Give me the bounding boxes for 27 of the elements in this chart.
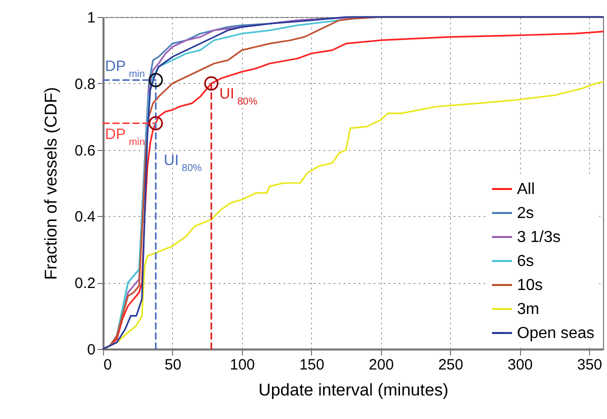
x-tick-label: 300 [508,356,533,374]
x-tick-label: 150 [299,356,324,374]
x-tick-label: 100 [230,356,255,374]
legend-label: 3m [517,301,540,318]
y-tick-label: 0.6 [74,142,96,160]
legend-label: 6s [517,253,534,270]
annotation: UI$_{80%}$ [164,152,202,174]
x-tick-label: 50 [164,356,182,374]
legend-label: 3 1/3s [517,229,561,246]
x-tick-label: 200 [368,356,394,374]
y-tick-label: 1 [87,10,96,26]
legend-label: All [517,181,535,198]
annotation: DP$_{min}$ [105,126,145,148]
x-tick-label: 350 [577,356,602,374]
y-axis-title: Fraction of vessels (CDF) [42,87,61,280]
legend-label: Open seas [517,325,594,342]
x-axis-title: Update interval (minutes) [258,380,448,400]
y-tick-label: 0 [87,342,96,358]
x-tick-label: 250 [438,356,464,374]
y-tick-label: 0.8 [74,76,96,93]
annotation: DP$_{min}$ [105,58,145,80]
y-tick-label: 0.4 [74,208,96,226]
y-tick-label: 0.2 [74,275,96,292]
legend-label: 2s [517,205,534,222]
annotation: UI$_{80%}$ [219,85,258,107]
legend-label: 10s [517,277,543,294]
x-tick-label: 0 [104,356,112,374]
